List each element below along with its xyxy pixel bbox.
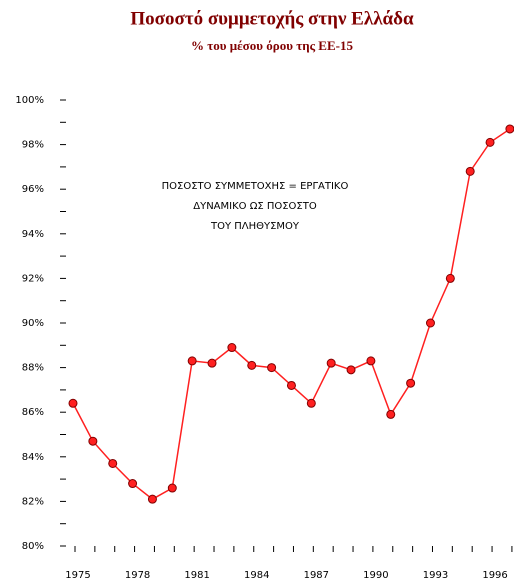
y-tick-label: 94% — [22, 229, 44, 240]
data-point — [267, 363, 277, 373]
chart-title: Ποσοστό συμμετοχής στην Ελλάδα — [130, 8, 414, 29]
data-point — [167, 483, 177, 493]
y-tick-label: 100% — [15, 95, 44, 106]
data-point — [227, 343, 237, 353]
x-tick-label: 1990 — [363, 570, 388, 581]
data-point — [187, 356, 197, 366]
data-point — [485, 137, 495, 147]
data-point — [128, 479, 138, 489]
y-tick-label: 96% — [22, 184, 44, 195]
data-point — [68, 398, 78, 408]
data-point — [88, 436, 98, 446]
data-point — [306, 398, 316, 408]
annotation: ΠΟΣΟΣΤΟ ΣΥΜΜΕΤΟΧΗΣ = ΕΡΓΑΤΙΚΟ — [162, 181, 349, 192]
y-tick-label: 92% — [22, 273, 44, 284]
x-tick-label: 1987 — [304, 570, 329, 581]
y-tick-label: 84% — [22, 452, 44, 463]
x-tick-label: 1978 — [125, 570, 150, 581]
data-point — [465, 166, 475, 176]
x-tick-label: 1981 — [184, 570, 209, 581]
data-point — [505, 124, 514, 134]
data-point — [247, 360, 257, 370]
x-tick-label: 1984 — [244, 570, 269, 581]
data-point — [445, 273, 455, 283]
y-tick-label: 86% — [22, 407, 44, 418]
data-point — [286, 380, 296, 390]
data-point — [346, 365, 356, 375]
data-point — [326, 358, 336, 368]
data-point — [108, 458, 118, 468]
data-point — [366, 356, 376, 366]
y-tick-label: 98% — [22, 140, 44, 151]
data-point — [147, 494, 157, 504]
x-tick-label: 1996 — [482, 570, 507, 581]
data-point — [386, 409, 396, 419]
x-tick-label: 1993 — [423, 570, 448, 581]
annotation: ΔΥΝΑΜΙΚΟ ΩΣ ΠΟΣΟΣΤΟ — [193, 201, 317, 212]
y-tick-label: 82% — [22, 496, 44, 507]
annotation: ΤΟΥ ΠΛΗΘΥΣΜΟΥ — [210, 221, 300, 232]
chart-subtitle: % του μέσου όρου της ΕΕ-15 — [191, 38, 353, 53]
y-tick-label: 80% — [22, 541, 44, 552]
y-tick-label: 88% — [22, 363, 44, 374]
x-tick-label: 1975 — [65, 570, 90, 581]
data-point — [406, 378, 416, 388]
y-tick-label: 90% — [22, 318, 44, 329]
data-point — [207, 358, 217, 368]
data-point — [425, 318, 435, 328]
